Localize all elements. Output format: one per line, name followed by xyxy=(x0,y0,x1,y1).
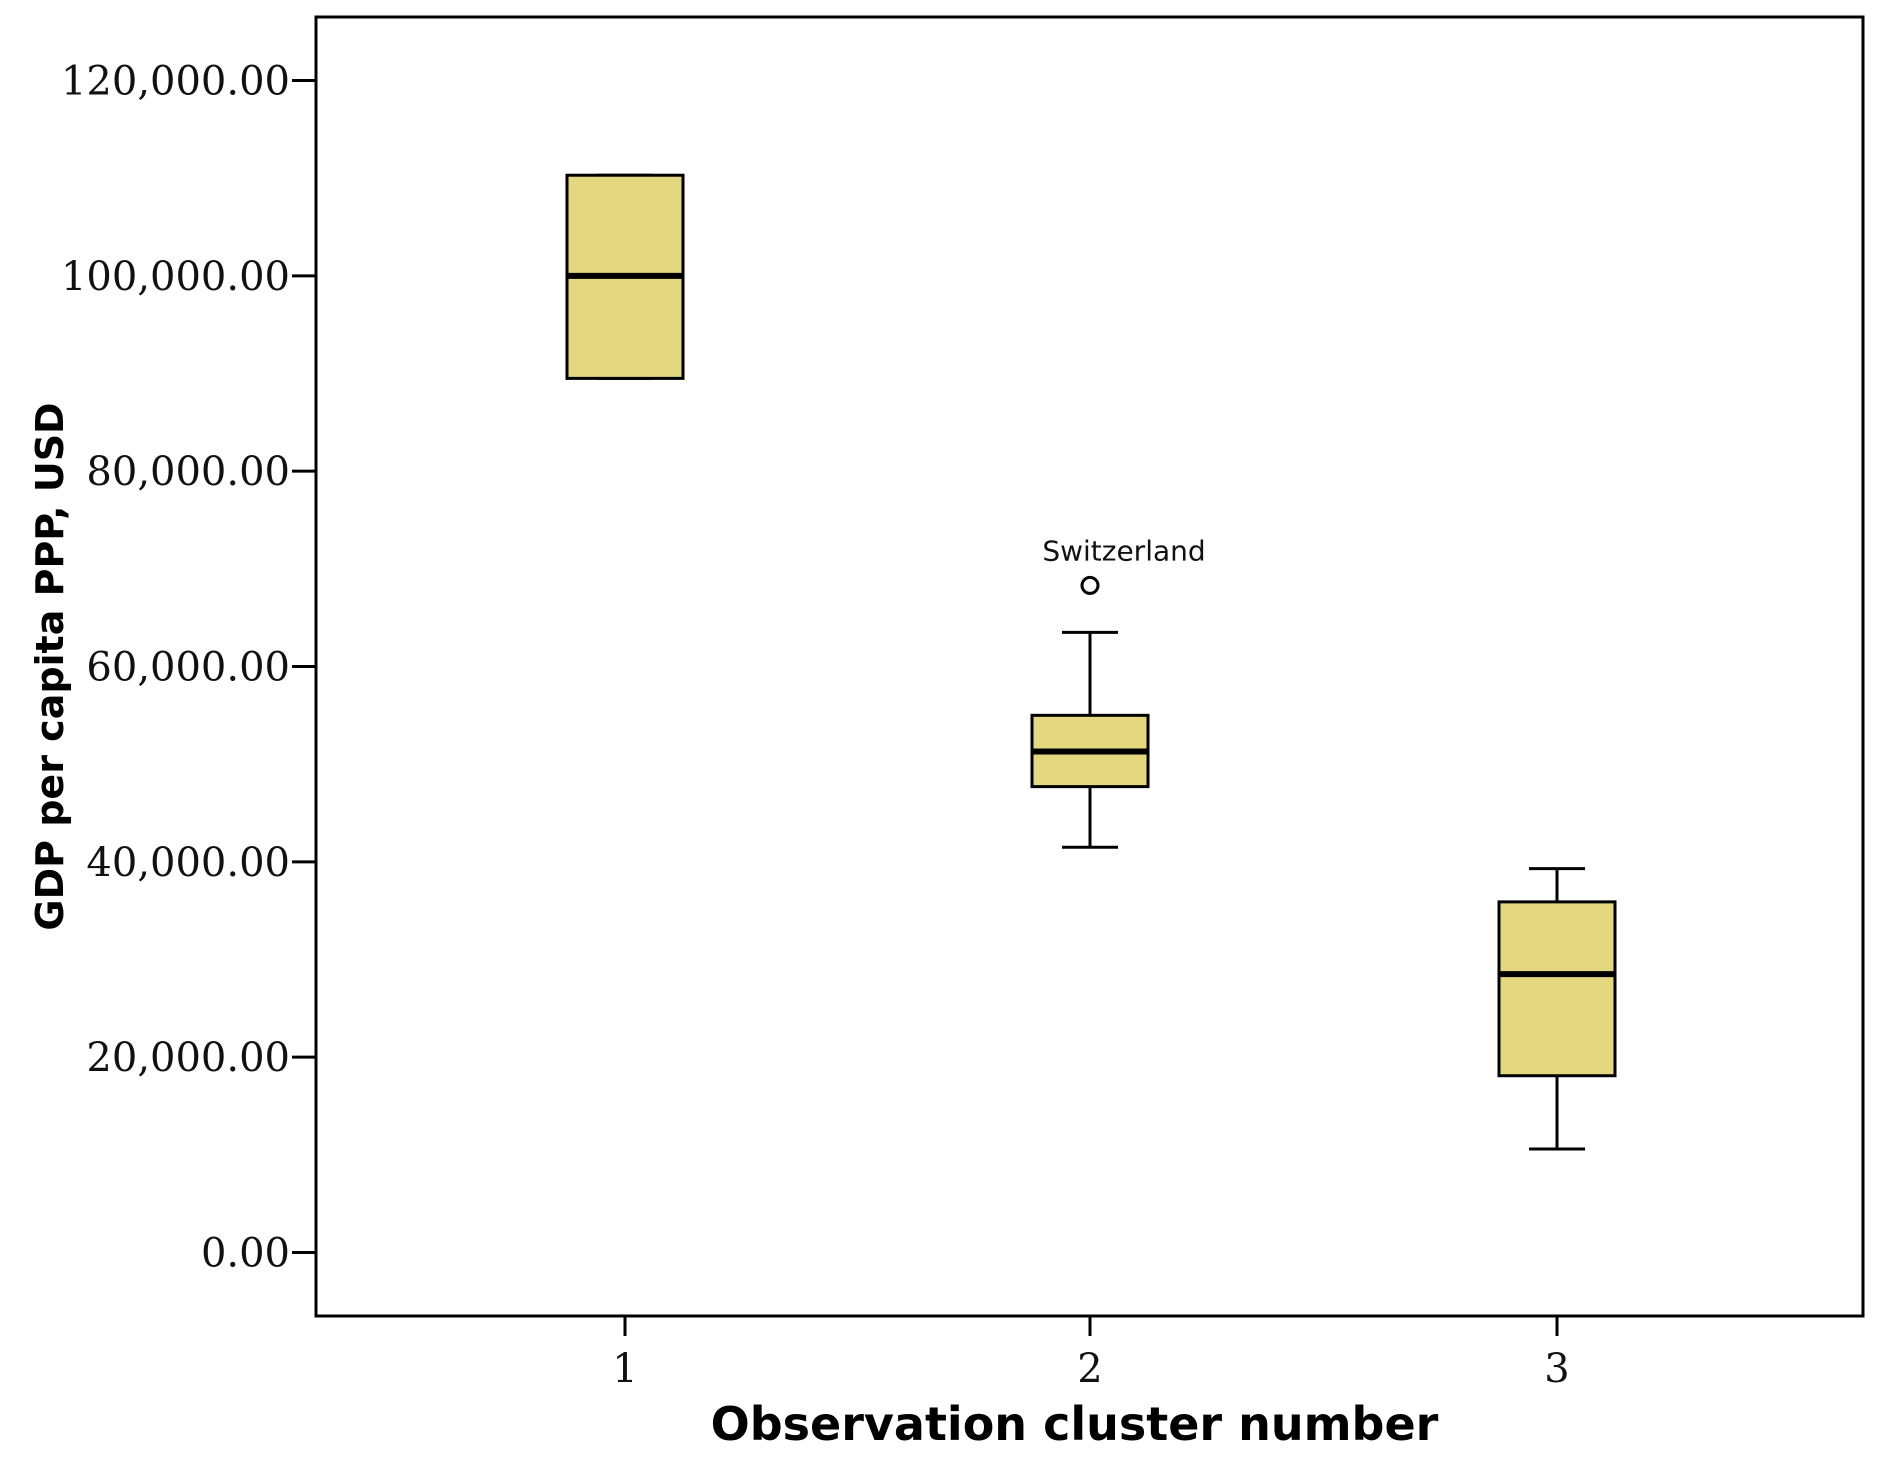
y-axis: 0.00 20,000.00 40,000.00 60,000.00 80,000.00… xyxy=(61,58,316,1277)
box-cluster-3 xyxy=(1497,867,1617,1151)
y-tick-label: 20,000.00 xyxy=(86,1035,290,1081)
box-series xyxy=(565,173,1617,1151)
outlier-label: Switzerland xyxy=(1042,534,1205,567)
x-axis-title: Observation cluster number xyxy=(711,1397,1439,1451)
y-tick-label: 80,000.00 xyxy=(86,449,290,495)
y-tick-label: 100,000.00 xyxy=(61,254,290,300)
x-tick-label: 3 xyxy=(1544,1346,1569,1392)
y-tick-label: 40,000.00 xyxy=(86,840,290,886)
x-axis: 1 2 3 xyxy=(612,1316,1570,1392)
box-iqr xyxy=(1497,900,1617,1078)
y-tick-label: 0.00 xyxy=(201,1231,290,1277)
y-axis-title: GDP per capita PPP, USD xyxy=(28,402,72,930)
box-cluster-1 xyxy=(565,173,685,380)
x-tick-label: 1 xyxy=(612,1346,637,1392)
outlier-series: Switzerland xyxy=(1042,534,1206,595)
y-tick-label: 120,000.00 xyxy=(61,58,290,104)
y-tick-label: 60,000.00 xyxy=(86,645,290,691)
box-cluster-2 xyxy=(1030,630,1150,849)
outlier-point xyxy=(1080,575,1100,595)
x-tick-label: 2 xyxy=(1077,1346,1102,1392)
